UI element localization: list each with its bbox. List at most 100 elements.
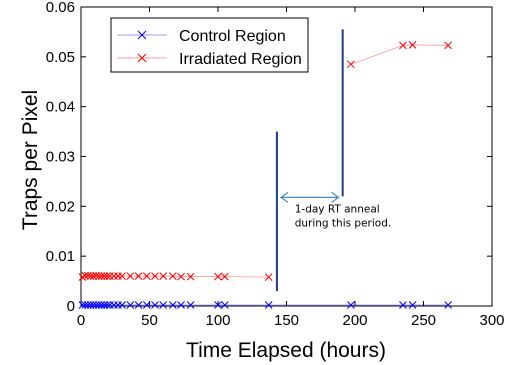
irradiated-series-marker-stroke — [220, 272, 229, 281]
irradiated-series-marker-stroke — [94, 272, 103, 280]
control-series-point — [159, 301, 168, 309]
irradiated-series-marker-stroke — [97, 272, 106, 280]
control-series-point — [92, 301, 100, 309]
anneal-arrow-right-head — [331, 191, 340, 203]
irradiated-series-marker-stroke — [86, 272, 95, 280]
control-series-point — [399, 301, 407, 309]
control-series-point — [118, 301, 126, 309]
control-series-marker-stroke — [347, 301, 355, 309]
x-axis-title: Time Elapsed (hours) — [186, 339, 386, 362]
irradiated-series-marker-stroke — [151, 272, 159, 280]
control-series-marker-stroke — [118, 301, 126, 309]
x-tick-label: 150 — [274, 312, 299, 329]
x-tick-label: 300 — [479, 312, 504, 329]
control-series-point — [142, 301, 151, 309]
control-series-marker-stroke — [399, 301, 407, 309]
control-series-point — [126, 301, 135, 309]
legend-marker-control — [137, 30, 147, 40]
control-series-marker-stroke — [264, 301, 273, 309]
control-series-point — [408, 301, 417, 309]
control-series-marker-stroke — [100, 301, 109, 309]
irradiated-series-line — [350, 44, 449, 65]
irradiated-series-point — [134, 272, 143, 280]
control-series-point — [100, 301, 109, 309]
control-series-marker-stroke — [151, 301, 159, 309]
y-axis-title: Traps per Pixel — [19, 90, 42, 230]
legend: Control Region Irradiated Region — [110, 17, 309, 73]
irradiated-series-marker-stroke — [168, 272, 177, 280]
x-tick-label: 250 — [411, 312, 436, 329]
y-tick-label: 0.01 — [46, 248, 75, 265]
control-series-point — [220, 301, 229, 309]
control-series-marker-stroke — [86, 301, 95, 309]
control-series-point — [78, 301, 87, 309]
legend-label-irradiated: Irradiated Region — [179, 51, 302, 68]
irradiated-series-marker-stroke — [142, 272, 151, 280]
irradiated-series-marker-stroke — [347, 60, 355, 69]
legend-label-control: Control Region — [179, 28, 286, 45]
control-series-marker-stroke — [78, 301, 87, 309]
control-series-point — [151, 301, 159, 309]
control-series-marker-stroke — [168, 301, 177, 309]
control-series-point — [134, 301, 143, 309]
control-series-point — [264, 301, 273, 309]
control-series-marker-stroke — [142, 301, 151, 309]
irradiated-series-point — [220, 272, 229, 281]
irradiated-series-point — [118, 272, 126, 280]
control-series-point — [97, 301, 106, 309]
control-series-point — [86, 301, 95, 309]
irradiated-series-marker-stroke — [103, 272, 111, 280]
control-series-marker-stroke — [89, 301, 98, 309]
x-tick-label: 0 — [77, 312, 85, 329]
control-series-point — [81, 301, 89, 309]
irradiated-series-marker-stroke — [100, 272, 109, 280]
irradiated-series-point — [177, 272, 185, 281]
irradiated-series-point — [186, 272, 195, 281]
irradiated-series-marker-stroke — [159, 272, 168, 280]
control-series-marker-stroke — [94, 301, 103, 309]
control-series-marker-stroke — [186, 301, 195, 309]
legend-box — [110, 17, 309, 73]
control-series-marker-stroke — [220, 301, 229, 309]
legend-marker-irradiated — [137, 53, 147, 63]
control-series-marker-stroke — [126, 301, 135, 309]
x-tick-label: 100 — [205, 312, 230, 329]
y-tick-label: 0.03 — [46, 149, 75, 166]
control-series-marker-stroke — [444, 301, 453, 309]
control-series-point — [94, 301, 103, 309]
control-series-marker-stroke — [214, 301, 222, 309]
irradiated-series-marker-stroke — [399, 41, 407, 50]
control-series-marker-stroke — [159, 301, 168, 309]
irradiated-series-point — [347, 60, 355, 69]
control-series-point — [214, 301, 222, 309]
irradiated-series-point — [168, 272, 177, 280]
irradiated-series-marker-stroke — [177, 272, 185, 281]
irradiated-series-point — [97, 272, 106, 280]
irradiated-series-point — [408, 41, 417, 49]
control-series-point — [186, 301, 195, 309]
irradiated-series-point — [103, 272, 111, 280]
irradiated-series-marker-stroke — [214, 272, 222, 281]
control-series-marker-stroke — [177, 301, 185, 309]
irradiated-series-marker-stroke — [134, 272, 143, 280]
control-series-marker-stroke — [97, 301, 106, 309]
control-series-point — [177, 301, 185, 309]
irradiated-series-marker-stroke — [118, 272, 126, 280]
irradiated-series-point — [151, 272, 159, 280]
control-series-marker-stroke — [103, 301, 111, 309]
annotation-text-line-1: 1-day RT anneal — [295, 203, 380, 215]
y-tick-label: 0.04 — [46, 99, 75, 116]
irradiated-series-marker-stroke — [186, 272, 195, 281]
control-series-point — [168, 301, 177, 309]
irradiated-series-marker-stroke — [264, 273, 273, 281]
y-tick-label: 0 — [67, 298, 75, 315]
control-series-point — [444, 301, 453, 309]
y-tick-label: 0.06 — [46, 0, 75, 16]
control-series-point — [83, 301, 92, 309]
control-series-marker-stroke — [92, 301, 100, 309]
control-series-point — [89, 301, 98, 309]
irradiated-series-point — [399, 41, 407, 50]
control-series-point — [347, 301, 355, 309]
annotation-text-line-2: during this period. — [295, 217, 392, 229]
x-tick-label: 200 — [342, 312, 367, 329]
